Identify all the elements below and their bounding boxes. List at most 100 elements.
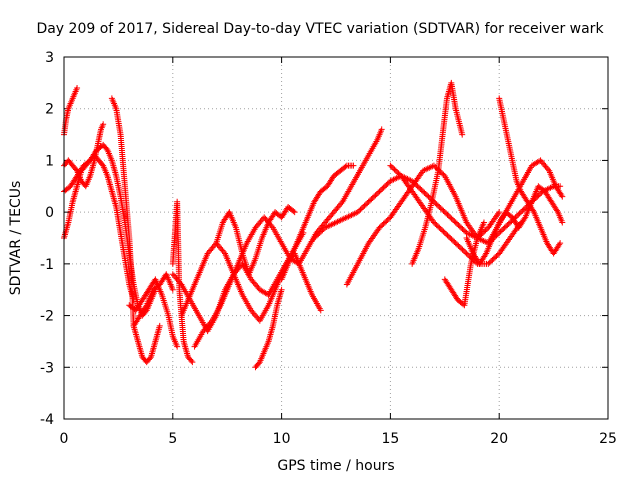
- data-point: [559, 193, 566, 200]
- data-point: [350, 162, 357, 169]
- data-point: [507, 219, 514, 226]
- data-point: [505, 220, 512, 227]
- data-point: [394, 169, 401, 176]
- data-point: [255, 360, 262, 367]
- data-point: [387, 162, 394, 169]
- data-point: [440, 228, 447, 235]
- y-tick-label: 1: [45, 153, 54, 169]
- data-point: [189, 359, 196, 366]
- data-point: [441, 229, 448, 236]
- data-point: [441, 209, 448, 216]
- data-point: [558, 192, 565, 199]
- data-point: [449, 237, 456, 244]
- data-point: [357, 206, 364, 213]
- data-point: [436, 203, 443, 210]
- data-point: [177, 280, 184, 287]
- data-point: [480, 219, 487, 226]
- y-axis-label: SDTVAR / TECUs: [8, 181, 24, 296]
- data-point: [460, 227, 467, 234]
- data-point: [445, 233, 452, 240]
- data-point: [456, 244, 463, 251]
- data-point: [492, 254, 499, 261]
- data-point: [433, 201, 440, 208]
- data-point: [459, 225, 466, 232]
- data-point: [379, 185, 386, 192]
- data-point: [380, 220, 387, 227]
- series-17: [387, 162, 524, 267]
- data-point: [455, 242, 462, 249]
- data-point: [482, 251, 489, 258]
- data-point: [418, 187, 425, 194]
- data-point: [146, 355, 153, 362]
- data-point: [290, 208, 297, 215]
- data-point: [444, 232, 451, 239]
- data-point: [311, 235, 318, 241]
- data-point: [443, 231, 450, 238]
- y-tick-label: -4: [40, 412, 54, 428]
- data-point: [439, 227, 446, 234]
- y-tick-label: 2: [45, 102, 54, 118]
- data-point: [318, 228, 325, 235]
- data-point: [435, 223, 441, 230]
- series-14: [278, 162, 357, 283]
- data-point: [422, 191, 429, 198]
- data-point: [444, 211, 451, 218]
- data-point: [417, 185, 424, 192]
- data-point: [513, 213, 520, 220]
- data-point: [554, 207, 561, 214]
- y-tick-label: 3: [45, 50, 54, 66]
- data-point: [368, 196, 375, 203]
- data-point: [424, 192, 431, 199]
- data-point: [486, 259, 493, 266]
- data-point: [364, 200, 371, 207]
- data-point: [459, 131, 466, 138]
- data-point: [488, 258, 495, 265]
- data-point: [319, 227, 326, 234]
- series-13: [252, 286, 285, 371]
- data-point: [557, 240, 564, 247]
- data-point: [556, 241, 563, 248]
- data-point: [519, 207, 526, 214]
- data-point: [451, 238, 458, 245]
- data-point: [383, 218, 390, 225]
- data-point: [377, 223, 384, 230]
- data-point: [445, 213, 452, 220]
- data-point: [440, 171, 447, 178]
- data-point: [362, 201, 369, 208]
- x-tick-label: 10: [273, 431, 291, 447]
- data-point: [462, 249, 469, 256]
- data-point: [433, 222, 440, 229]
- data-point: [504, 222, 511, 229]
- data-point: [391, 166, 398, 173]
- data-point: [559, 219, 566, 226]
- grid: [64, 57, 608, 419]
- data-point: [443, 210, 450, 217]
- data-point: [169, 286, 176, 293]
- data-point: [421, 189, 428, 196]
- chart-title: Day 209 of 2017, Sidereal Day-to-day VTE…: [36, 21, 604, 37]
- data-point: [439, 206, 446, 213]
- data-point: [432, 220, 439, 227]
- data-point: [99, 161, 106, 168]
- data-point: [371, 193, 378, 200]
- data-point: [439, 170, 446, 177]
- data-point: [376, 224, 383, 231]
- x-tick-label: 5: [168, 431, 177, 447]
- data-point: [448, 236, 455, 243]
- data-point: [313, 232, 320, 239]
- data-point: [464, 251, 471, 258]
- data-point: [463, 250, 470, 257]
- data-point: [316, 229, 323, 236]
- y-axis-ticks: -4 -3 -2 -1 0 1 2 3: [40, 50, 608, 428]
- data-point: [482, 227, 489, 234]
- data-point: [315, 231, 322, 238]
- data-point: [414, 183, 421, 190]
- data-point: [220, 249, 227, 256]
- data-point: [447, 235, 454, 241]
- data-point: [430, 162, 437, 169]
- x-tick-label: 25: [599, 431, 617, 447]
- data-point: [455, 222, 462, 229]
- y-tick-label: -3: [40, 360, 54, 376]
- data-points: [61, 79, 566, 371]
- data-point: [521, 215, 528, 222]
